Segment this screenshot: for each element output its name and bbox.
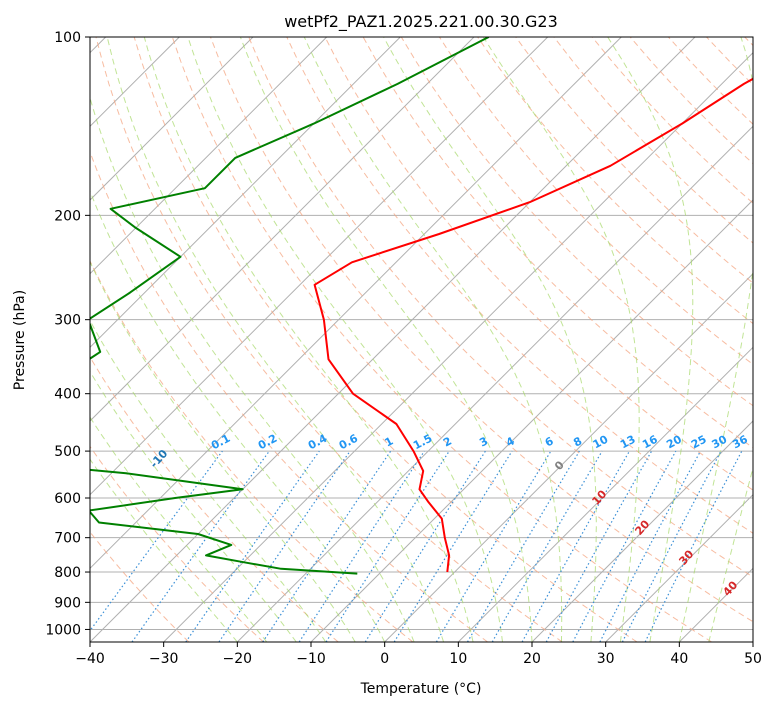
- chart-title: wetPf2_PAZ1.2025.221.00.30.G23: [284, 12, 558, 32]
- mixing-ratio-line: [325, 450, 450, 642]
- mixing-ratio-label: 25: [689, 433, 709, 452]
- mixing-ratio-label: 10: [591, 433, 611, 452]
- moist-adiabat-line: [143, 37, 474, 642]
- plot-area: 0.10.20.40.611.52346810131620253036-100-…: [90, 37, 753, 642]
- moist-adiabat-line: [239, 37, 533, 642]
- x-tick-label: 50: [744, 651, 762, 667]
- moist-adiabat-line: [90, 370, 297, 642]
- moist-adiabat-line: [90, 260, 356, 642]
- moist-adiabat-line: [90, 416, 268, 642]
- y-tick-label: 400: [54, 387, 81, 403]
- dry-adiabat-line: [90, 356, 339, 642]
- moist-adiabat-line: [187, 37, 503, 642]
- isotherm-line: [90, 37, 622, 570]
- x-tick-label: 30: [597, 651, 615, 667]
- mixing-ratio-line: [298, 450, 425, 642]
- dry-adiabat-line: [90, 445, 264, 642]
- mixing-ratio-line: [218, 450, 351, 642]
- mixing-ratio-label: 20: [664, 433, 684, 452]
- dry-adiabat-line: [515, 37, 753, 284]
- dry-adiabat-line: [133, 37, 638, 642]
- x-tick-label: 0: [380, 651, 389, 667]
- mixing-ratio-line: [393, 450, 513, 642]
- dry-adiabat-line: [171, 37, 712, 642]
- mixing-ratio-label: 36: [730, 433, 750, 452]
- isotherm-line: [531, 420, 753, 642]
- mixing-ratio-line: [185, 450, 320, 642]
- y-tick-label: 700: [54, 531, 81, 547]
- x-axis: −40 −30 −20 −10 0 10 20 30 40 50: [75, 642, 762, 667]
- plot-frame: [89, 36, 754, 643]
- mixing-ratio-label: 16: [640, 433, 660, 452]
- mixing-ratio-label: 30: [710, 433, 730, 452]
- x-tick-label: −40: [75, 651, 105, 667]
- dry-adiabat-line: [90, 259, 414, 642]
- moist-adiabat-line: [607, 37, 694, 642]
- isotherm-grid: [90, 37, 753, 642]
- dry-adiabat-line: [210, 37, 753, 623]
- mixing-ratio-line: [545, 450, 653, 642]
- isotherm-line: [605, 493, 753, 642]
- moist-adiabat-line: [90, 319, 327, 642]
- dry-adiabat-line: [95, 37, 563, 642]
- moist-adiabat-line: [106, 37, 445, 642]
- isotherm-line: [90, 37, 401, 349]
- sounding-line: [313, 77, 753, 573]
- isotherm-line: [90, 37, 475, 422]
- y-tick-label: 800: [54, 565, 81, 581]
- mixing-ratio-line: [262, 450, 392, 642]
- x-tick-label: 20: [523, 651, 541, 667]
- isotherm-line: [90, 37, 254, 201]
- y-axis-label: Pressure (hPa): [12, 290, 28, 390]
- y-axis: 100 200 300 400 500 600 700 800 900 1000: [45, 30, 90, 638]
- isobar-grid: [90, 37, 753, 630]
- sounding-series: [90, 37, 753, 575]
- y-tick-label: 900: [54, 595, 81, 611]
- x-tick-label: 10: [449, 651, 467, 667]
- moist-adiabats: [90, 37, 753, 642]
- mixing-ratio-lines: [90, 450, 743, 642]
- moist-adiabat-line: [90, 189, 386, 642]
- isotherm-line: [236, 125, 753, 642]
- y-tick-label: 1000: [45, 622, 81, 638]
- dry-adiabat-line: [248, 37, 753, 578]
- moist-adiabat-line: [90, 96, 415, 642]
- mixing-ratio-label: 13: [618, 433, 638, 452]
- x-tick-label: −20: [223, 651, 253, 667]
- y-tick-label: 100: [54, 30, 81, 46]
- isotherm-line: [90, 37, 696, 642]
- x-tick-label: −30: [149, 651, 179, 667]
- isotherm-line: [90, 37, 328, 275]
- isotherm-line: [163, 51, 753, 642]
- mixing-ratio-line: [90, 450, 223, 632]
- dry-adiabat-line: [286, 37, 753, 534]
- y-tick-label: 600: [54, 491, 81, 507]
- mixing-ratio-line: [131, 450, 270, 642]
- y-tick-label: 500: [54, 444, 81, 460]
- y-tick-label: 300: [54, 313, 81, 329]
- isotherm-line: [384, 272, 753, 642]
- x-tick-label: −10: [296, 651, 326, 667]
- moist-adiabat-line: [303, 37, 563, 642]
- x-axis-label: Temperature (°C): [360, 681, 482, 697]
- moist-adiabat-line: [482, 37, 640, 642]
- mixing-ratio-line: [572, 450, 677, 642]
- moist-adiabat-line: [383, 37, 597, 642]
- y-tick-label: 200: [54, 208, 81, 224]
- moist-adiabat-line: [708, 466, 753, 642]
- sounding-line: [90, 37, 490, 575]
- x-tick-label: 40: [670, 651, 688, 667]
- moist-adiabat-line: [678, 37, 753, 642]
- mixing-ratio-line: [521, 450, 631, 642]
- isotherm-line: [90, 37, 549, 496]
- mixing-ratio-line: [644, 450, 743, 642]
- moist-adiabat-line: [90, 458, 238, 642]
